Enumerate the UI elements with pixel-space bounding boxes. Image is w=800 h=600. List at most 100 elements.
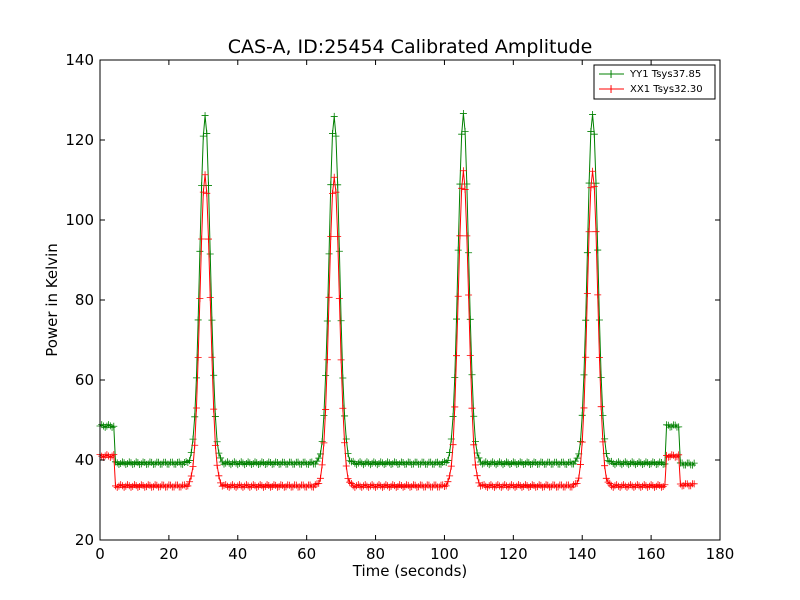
x-tick-label: 100	[430, 545, 459, 563]
data-point-xx1	[597, 403, 605, 411]
data-point-xx1	[199, 188, 207, 196]
data-point-yy1	[322, 371, 330, 379]
y-tick-label: 60	[75, 371, 94, 389]
data-point-xx1	[577, 460, 584, 468]
data-point-xx1	[341, 439, 349, 447]
data-point-xx1	[652, 482, 660, 490]
data-point-yy1	[208, 316, 216, 324]
data-point-yy1	[124, 460, 132, 468]
data-point-xx1	[582, 353, 590, 361]
data-point-xx1	[645, 482, 653, 490]
data-point-yy1	[399, 459, 407, 467]
data-point-yy1	[108, 423, 116, 431]
data-point-xx1	[186, 478, 194, 486]
data-point-yy1	[127, 459, 135, 467]
data-point-xx1	[316, 474, 324, 482]
data-point-xx1	[132, 482, 140, 490]
data-point-xx1	[358, 483, 366, 491]
data-point-xx1	[108, 452, 116, 460]
y-tick-label: 80	[75, 291, 94, 309]
data-point-yy1	[570, 460, 578, 468]
data-point-yy1	[449, 413, 457, 421]
data-point-yy1	[468, 371, 476, 379]
y-axis-title: Power in Kelvin	[43, 243, 61, 357]
legend: + YY1 Tsys37.85 + XX1 Tsys32.30	[593, 64, 716, 100]
data-point-xx1	[103, 451, 111, 459]
data-point-yy1	[363, 458, 371, 466]
data-point-xx1	[465, 291, 473, 299]
data-point-xx1	[470, 441, 478, 449]
data-point-yy1	[504, 459, 512, 467]
data-point-xx1	[640, 481, 648, 489]
data-point-yy1	[120, 459, 128, 467]
data-point-xx1	[642, 482, 650, 490]
data-point-xx1	[122, 482, 130, 490]
data-point-xx1	[344, 474, 352, 482]
data-point-yy1	[508, 460, 516, 468]
data-point-yy1	[113, 459, 121, 467]
data-point-yy1	[270, 460, 278, 468]
data-point-xx1	[242, 481, 250, 489]
data-point-xx1	[659, 483, 667, 491]
data-point-xx1	[330, 173, 338, 181]
data-point-xx1	[630, 483, 638, 491]
x-tick-label: 0	[95, 545, 105, 563]
data-point-xx1	[487, 481, 495, 489]
data-point-xx1	[189, 462, 197, 470]
data-point-xx1	[236, 481, 243, 489]
data-point-xx1	[401, 483, 409, 491]
data-point-yy1	[604, 457, 612, 465]
data-point-xx1	[594, 291, 602, 299]
data-point-yy1	[341, 412, 349, 420]
y-tick-label: 140	[65, 51, 94, 69]
data-point-xx1	[143, 483, 150, 491]
chart-title: CAS-A, ID:25454 Calibrated Amplitude	[228, 36, 593, 58]
data-point-xx1	[673, 453, 681, 461]
series-markers-xx1	[96, 167, 698, 491]
data-point-xx1	[516, 482, 524, 490]
data-point-yy1	[378, 459, 386, 467]
data-point-yy1	[267, 459, 274, 467]
data-point-yy1	[466, 315, 474, 323]
data-point-xx1	[480, 481, 488, 489]
data-point-xx1	[675, 451, 683, 459]
data-point-xx1	[459, 167, 467, 175]
data-point-xx1	[275, 483, 283, 491]
data-point-xx1	[530, 481, 538, 489]
data-point-yy1	[453, 315, 460, 323]
data-point-yy1	[112, 458, 119, 466]
data-point-yy1	[201, 112, 209, 120]
data-point-xx1	[585, 228, 593, 236]
data-point-yy1	[237, 458, 245, 466]
data-point-yy1	[633, 459, 641, 467]
data-point-xx1	[663, 451, 671, 459]
data-point-yy1	[353, 461, 361, 469]
data-point-yy1	[223, 458, 231, 466]
data-point-yy1	[492, 461, 500, 469]
data-point-yy1	[339, 374, 347, 382]
series-layer	[96, 110, 698, 491]
data-point-xx1	[332, 188, 340, 196]
data-point-xx1	[311, 481, 319, 489]
data-point-yy1	[242, 459, 250, 467]
data-point-yy1	[98, 421, 106, 429]
data-point-yy1	[437, 460, 445, 468]
y-tick-label: 20	[75, 531, 94, 549]
data-point-yy1	[106, 422, 114, 430]
data-point-yy1	[515, 460, 522, 468]
data-point-yy1	[597, 373, 605, 381]
data-point-yy1	[186, 457, 194, 465]
data-point-yy1	[137, 460, 145, 468]
data-point-xx1	[353, 482, 361, 490]
data-point-xx1	[442, 482, 450, 490]
data-point-xx1	[440, 483, 448, 490]
data-point-yy1	[647, 460, 655, 468]
y-tick-label: 100	[65, 211, 94, 229]
data-point-yy1	[444, 457, 452, 465]
data-point-xx1	[203, 189, 211, 197]
data-point-yy1	[375, 460, 383, 468]
x-tick-label: 20	[159, 545, 178, 563]
data-point-xx1	[592, 228, 600, 236]
y-tick-label: 40	[75, 451, 94, 469]
data-point-yy1	[311, 460, 319, 468]
